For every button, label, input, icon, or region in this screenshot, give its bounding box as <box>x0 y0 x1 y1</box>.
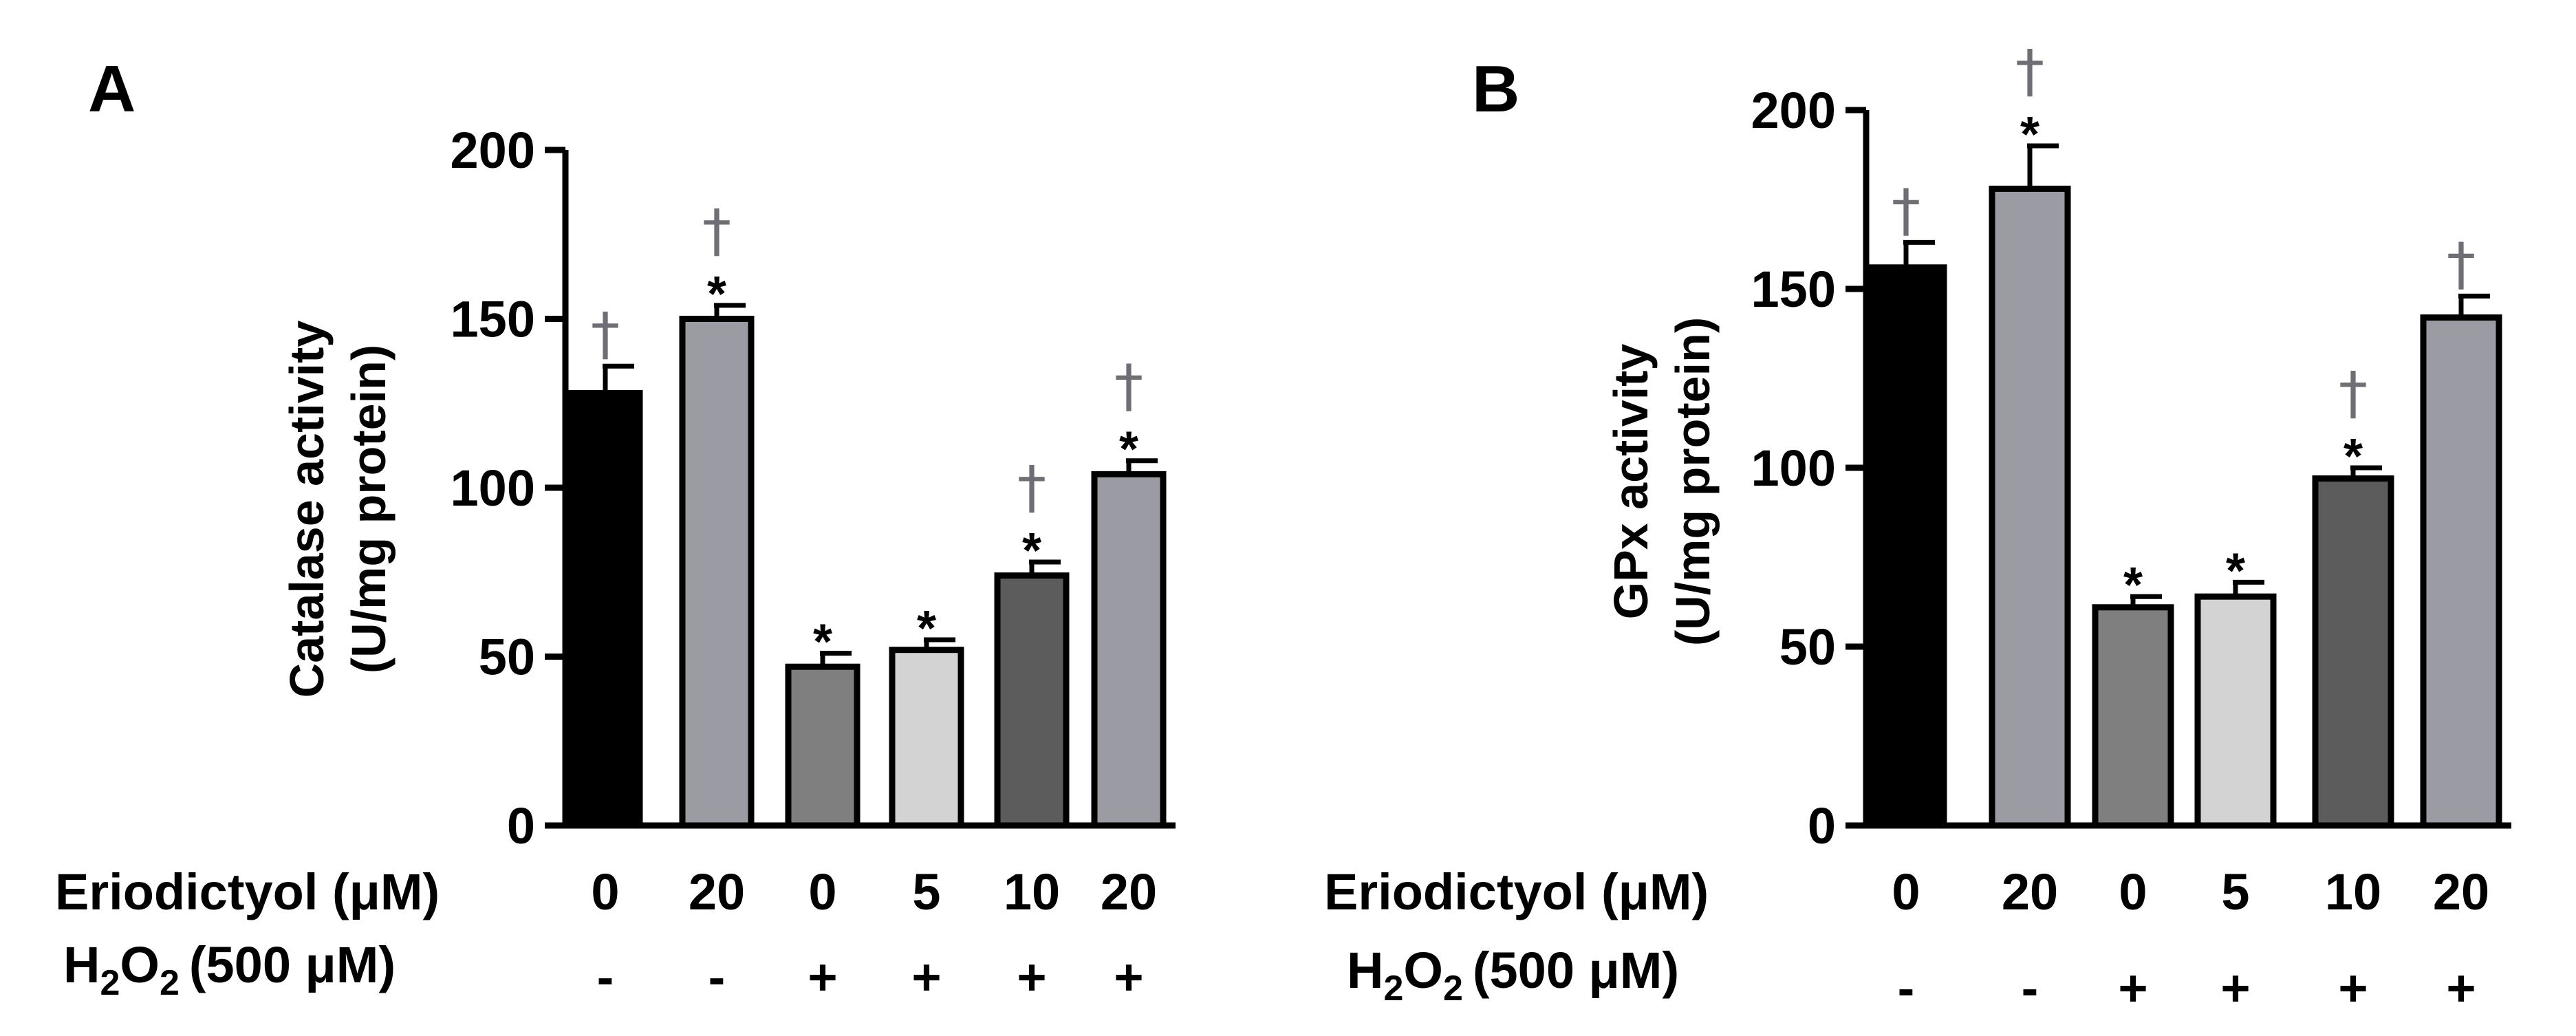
panel-b-eriodictyol-label: Eriodictyol (μM) <box>1324 863 1709 920</box>
panel-b-eriodictyol-value: 5 <box>2221 863 2249 920</box>
panel-b-letter: B <box>1472 52 1519 126</box>
panel-b-ytick-label: 150 <box>1751 261 1836 318</box>
panel-b-h2o2-value: + <box>2446 960 2476 1017</box>
panel-b-ytick-label: 0 <box>1808 797 1836 854</box>
panel-a-bar <box>889 647 964 829</box>
panel-a-star-marker: * <box>813 615 832 670</box>
panel-a-h2o2-value: + <box>1114 949 1143 1006</box>
panel-b-h2o2-value: + <box>2220 960 2250 1017</box>
panel-b-eriodictyol-value: 10 <box>2325 863 2381 920</box>
panel-a-h2o2-label: H2O2 (500 μM) <box>63 936 396 1003</box>
panel-b-star-marker: * <box>2344 429 2363 484</box>
panel-b-bar <box>2194 593 2277 829</box>
panel-a-eriodictyol-value: 0 <box>808 863 836 920</box>
panel-a-bar <box>994 572 1070 829</box>
panel-a-dagger-marker: † <box>1017 453 1046 521</box>
panel-a-h2o2-value: - <box>597 949 614 1006</box>
panel-b-h2o2-conc: (500 μM) <box>1473 942 1679 999</box>
panel-b-bar <box>2312 475 2394 829</box>
panel-a-star-marker: * <box>1022 524 1041 579</box>
panel-b-ytick-label: 200 <box>1751 82 1836 139</box>
panel-b-star-marker: * <box>2123 558 2143 613</box>
panel-b-ylabel-line1: GPx activity <box>1604 344 1658 620</box>
panel-b-bar <box>2420 314 2502 829</box>
panel-a-ytick-label: 150 <box>451 291 535 348</box>
panel-b-eriodictyol-value: 0 <box>2119 863 2147 920</box>
panel-a-dagger-marker: † <box>591 300 620 367</box>
panel-b-eriodictyol-value: 0 <box>1892 863 1920 920</box>
panel-b-h2o2-value: + <box>2338 960 2368 1017</box>
panel-b-dagger-marker: † <box>1892 176 1920 244</box>
panel-b-h2o2-value: - <box>1898 960 1915 1017</box>
panel-a-dagger-marker: † <box>702 197 731 264</box>
panel-b-dagger-marker: † <box>2015 37 2044 105</box>
panel-a-bar <box>1091 471 1167 829</box>
panel-b-star-marker: * <box>2020 107 2039 162</box>
panel-a-eriodictyol-value: 20 <box>689 863 745 920</box>
panel-a-h2o2-conc: (500 μM) <box>189 936 396 993</box>
panel-a-letter: A <box>88 52 136 126</box>
panel-a-h2o2-value: + <box>911 949 941 1006</box>
panel-b-eriodictyol-value: 20 <box>2433 863 2489 920</box>
panel-b-h2o2-label: H2O2 (500 μM) <box>1347 942 1679 1008</box>
panel-a-ytick-label: 50 <box>479 629 535 686</box>
panel-b-bar <box>1865 264 1947 829</box>
panel-a-h2o2-value: + <box>1017 949 1046 1006</box>
panel-a-h2o2-value: - <box>708 949 726 1006</box>
panel-a-bar <box>567 390 643 829</box>
panel-b-bar <box>1989 185 2071 829</box>
panel-b-bar <box>2092 604 2174 829</box>
panel-a-star-marker: * <box>707 267 726 322</box>
panel-a-h2o2-value: + <box>808 949 837 1006</box>
panel-a-ytick-label: 200 <box>451 122 535 179</box>
panel-a-bar <box>679 316 755 829</box>
panel-a-star-marker: * <box>917 601 936 656</box>
panel-b-h2o2-value: + <box>2118 960 2147 1017</box>
panel-b-star-marker: * <box>2226 543 2245 598</box>
panel-b-eriodictyol-value: 20 <box>2002 863 2058 920</box>
panel-a-ylabel-line2: (U/mg protein) <box>342 345 396 673</box>
panel-a-eriodictyol-label: Eriodictyol (μM) <box>55 863 440 920</box>
panel-b-ytick-label: 100 <box>1751 440 1836 497</box>
panel-b-ylabel-line2: (U/mg protein) <box>1666 317 1720 646</box>
panel-a-star-marker: * <box>1119 422 1138 477</box>
panel-a-eriodictyol-value: 20 <box>1101 863 1157 920</box>
panel-a-ytick-label: 0 <box>507 797 535 854</box>
panel-b-dagger-marker: † <box>2447 230 2476 297</box>
panel-a-eriodictyol-value: 0 <box>591 863 619 920</box>
panel-b-dagger-marker: † <box>2339 359 2368 427</box>
panel-b-ytick-label: 50 <box>1779 618 1836 676</box>
panel-a-ytick-label: 100 <box>451 460 535 517</box>
panel-a-eriodictyol-value: 5 <box>912 863 940 920</box>
panel-a-dagger-marker: † <box>1114 352 1143 420</box>
panel-a-eriodictyol-value: 10 <box>1004 863 1060 920</box>
panel-a-bar <box>785 663 861 829</box>
panel-b-h2o2-value: - <box>2022 960 2039 1017</box>
panel-a-ylabel-line1: Catalase activity <box>280 321 334 698</box>
